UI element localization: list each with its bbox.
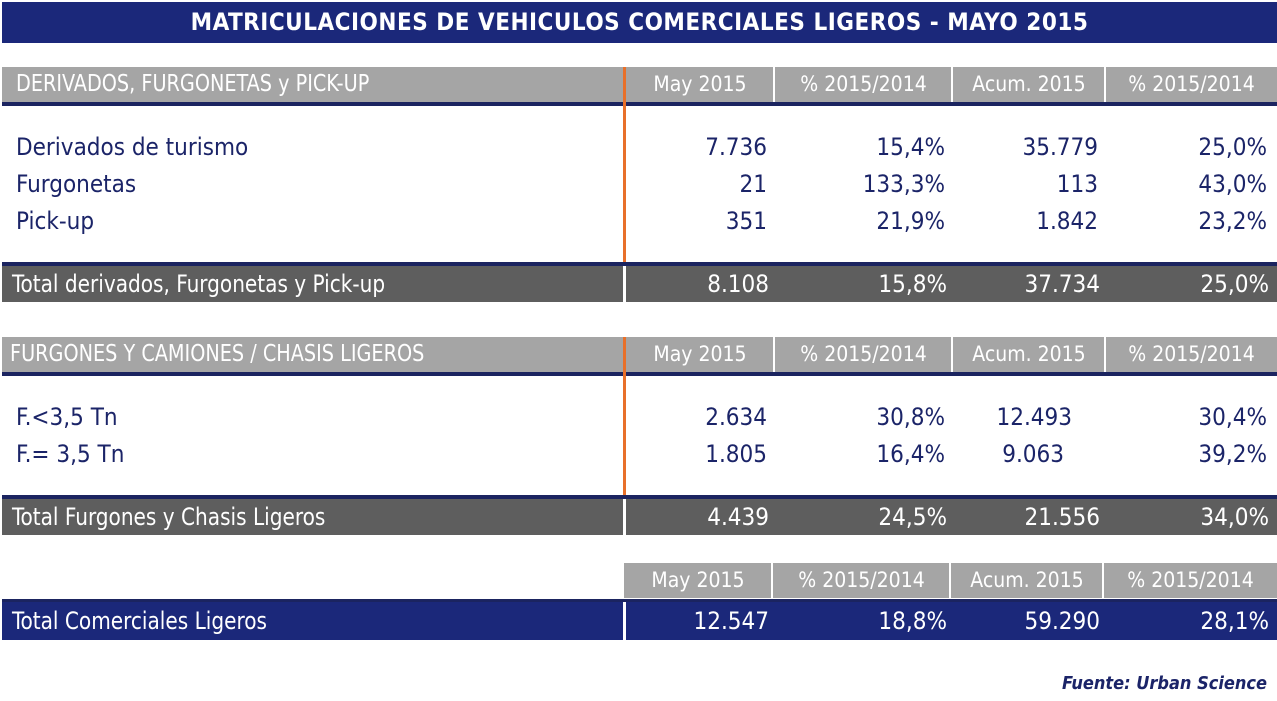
total-pct-acum: 28,1%	[1200, 607, 1269, 635]
section1-total-rule	[2, 262, 1277, 266]
section1-title: DERIVADOS, FURGONETAS y PICK-UP	[16, 71, 370, 97]
cell-acum: 12.493	[996, 403, 1072, 431]
total-acum: 59.290	[1024, 607, 1100, 635]
section1-header: DERIVADOS, FURGONETAS y PICK-UP May 2015…	[2, 67, 1277, 102]
table-row: Furgonetas 21 133,3% 113 43,0%	[0, 166, 1277, 203]
section2-total-rule	[2, 495, 1277, 499]
total-may: 8.108	[707, 270, 769, 298]
row-label: F.= 3,5 Tn	[16, 440, 125, 468]
cell-pct-acum: 23,2%	[1198, 207, 1267, 235]
total-pct-may: 15,8%	[878, 270, 947, 298]
grand-total-row: Total Comerciales Ligeros 12.547 18,8% 5…	[2, 602, 1277, 640]
cell-pct-acum: 39,2%	[1198, 440, 1267, 468]
col-header-acum: Acum. 2015	[949, 563, 1103, 598]
section2-header: FURGONES Y CAMIONES / CHASIS LIGEROS May…	[2, 337, 1277, 372]
cell-may: 7.736	[705, 133, 767, 161]
total-divider	[623, 266, 626, 302]
total-label: Total Comerciales Ligeros	[12, 607, 267, 635]
row-label: Pick-up	[16, 207, 95, 235]
col-header-pct-acum: % 2015/2014	[1104, 337, 1277, 372]
section1-orange-divider	[623, 67, 626, 263]
cell-pct-acum: 30,4%	[1198, 403, 1267, 431]
section2-header-rule	[2, 372, 1277, 376]
col-header-pct-may: % 2015/2014	[771, 563, 950, 598]
col-header-acum: Acum. 2015	[951, 337, 1105, 372]
col-header-may: May 2015	[653, 342, 747, 366]
cell-pct-may: 15,4%	[876, 133, 945, 161]
cell-acum: 113	[1056, 170, 1098, 198]
section2-title: FURGONES Y CAMIONES / CHASIS LIGEROS	[10, 341, 425, 367]
total-acum: 21.556	[1024, 503, 1100, 531]
cell-may: 351	[725, 207, 767, 235]
total-divider	[623, 499, 626, 535]
total-label: Total Furgones y Chasis Ligeros	[12, 503, 326, 531]
page-title: MATRICULACIONES DE VEHICULOS COMERCIALES…	[2, 2, 1277, 43]
grand-total-header: May 2015 % 2015/2014 Acum. 2015 % 2015/2…	[624, 563, 1277, 598]
table-row: F.<3,5 Tn 2.634 30,8% 12.493 30,4%	[0, 399, 1277, 436]
cell-acum: 1.842	[1036, 207, 1098, 235]
cell-pct-may: 30,8%	[876, 403, 945, 431]
total-pct-acum: 25,0%	[1200, 270, 1269, 298]
col-header-acum: Acum. 2015	[951, 67, 1105, 102]
col-header-may: May 2015	[651, 568, 745, 592]
grand-total-rule	[2, 599, 1277, 602]
table-row: F.= 3,5 Tn 1.805 16,4% 9.063 39,2%	[0, 436, 1277, 473]
total-pct-may: 24,5%	[878, 503, 947, 531]
cell-may: 21	[739, 170, 767, 198]
section2-total-row: Total Furgones y Chasis Ligeros 4.439 24…	[2, 499, 1277, 535]
cell-acum: 9.063	[1002, 440, 1064, 468]
section1-header-rule	[2, 102, 1277, 106]
row-label: F.<3,5 Tn	[16, 403, 118, 431]
section1-total-row: Total derivados, Furgonetas y Pick-up 8.…	[2, 266, 1277, 302]
total-divider	[623, 602, 626, 640]
col-header-pct-may: % 2015/2014	[773, 67, 952, 102]
row-label: Furgonetas	[16, 170, 137, 198]
total-pct-may: 18,8%	[878, 607, 947, 635]
source-note: Fuente: Urban Science	[1062, 673, 1267, 694]
cell-pct-may: 16,4%	[876, 440, 945, 468]
cell-pct-may: 21,9%	[876, 207, 945, 235]
col-header-pct-acum: % 2015/2014	[1104, 67, 1277, 102]
cell-acum: 35.779	[1022, 133, 1098, 161]
total-label: Total derivados, Furgonetas y Pick-up	[12, 270, 386, 298]
table-row: Derivados de turismo 7.736 15,4% 35.779 …	[0, 129, 1277, 166]
total-acum: 37.734	[1024, 270, 1100, 298]
col-header-may: May 2015	[653, 72, 747, 96]
total-may: 12.547	[693, 607, 769, 635]
col-header-pct-acum: % 2015/2014	[1102, 563, 1277, 598]
section2-orange-divider	[623, 337, 626, 496]
cell-pct-acum: 43,0%	[1198, 170, 1267, 198]
col-header-pct-may: % 2015/2014	[773, 337, 952, 372]
cell-may: 2.634	[705, 403, 767, 431]
total-pct-acum: 34,0%	[1200, 503, 1269, 531]
row-label: Derivados de turismo	[16, 133, 249, 161]
table-row: Pick-up 351 21,9% 1.842 23,2%	[0, 203, 1277, 240]
total-may: 4.439	[707, 503, 769, 531]
cell-may: 1.805	[705, 440, 767, 468]
cell-pct-may: 133,3%	[862, 170, 945, 198]
cell-pct-acum: 25,0%	[1198, 133, 1267, 161]
